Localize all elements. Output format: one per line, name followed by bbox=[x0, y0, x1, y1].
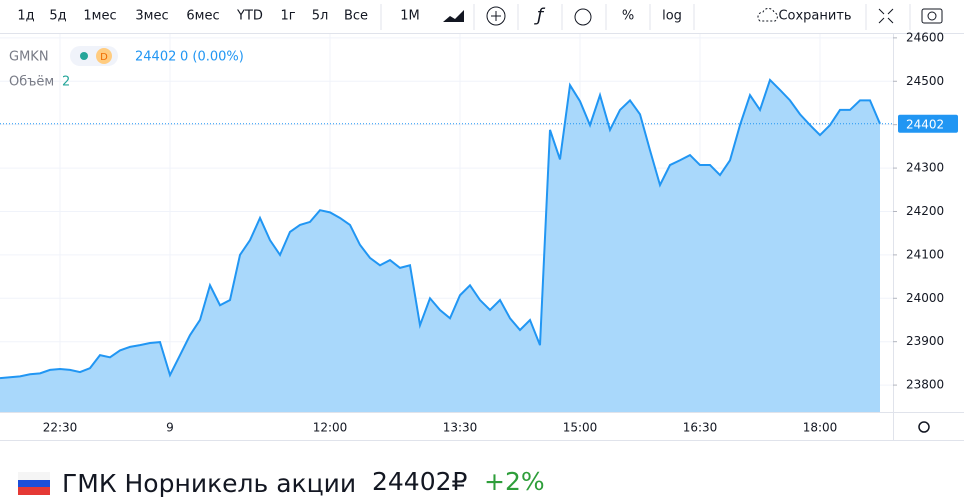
y-tick-label: 24000 bbox=[906, 291, 944, 305]
y-tick-label: 24500 bbox=[906, 74, 944, 88]
x-tick-label: 16:30 bbox=[683, 421, 718, 435]
indicators-icon[interactable] bbox=[486, 6, 506, 26]
market-status-dot bbox=[80, 52, 88, 60]
chart-type-icon[interactable] bbox=[443, 10, 464, 22]
footer-price: 24402₽ bbox=[372, 467, 468, 496]
footer-title: ГМК Норникель акции bbox=[62, 469, 356, 498]
x-tick-label: 12:00 bbox=[313, 421, 348, 435]
plot bbox=[0, 34, 893, 412]
y-tick-label: 24600 bbox=[906, 30, 944, 44]
range-button[interactable]: 3мес bbox=[135, 9, 168, 24]
y-tick-label: 24300 bbox=[906, 161, 944, 175]
last-price-box bbox=[898, 114, 958, 133]
cloud-icon bbox=[757, 7, 778, 22]
alert-icon[interactable] bbox=[574, 8, 592, 26]
legend-price: 24402 bbox=[135, 50, 176, 65]
y-tick-label: 23800 bbox=[906, 378, 944, 392]
y-tick-label: 24200 bbox=[906, 204, 944, 218]
percent-button[interactable]: % bbox=[622, 9, 634, 24]
log-button[interactable]: log bbox=[662, 9, 682, 24]
flag bbox=[18, 472, 50, 495]
price-line bbox=[0, 78, 881, 380]
range-button[interactable]: Все bbox=[344, 9, 368, 24]
range-button[interactable]: 1мес bbox=[83, 9, 116, 24]
y-tick-label: 24100 bbox=[906, 247, 944, 261]
snapshot-icon[interactable] bbox=[921, 8, 943, 24]
last-price-label: 24402 bbox=[906, 117, 944, 131]
volume-label: Объём bbox=[9, 75, 54, 90]
footer-change: +2% bbox=[484, 467, 545, 496]
area-fill bbox=[0, 79, 880, 412]
save-button[interactable]: Сохранить bbox=[778, 9, 851, 24]
x-tick-label: 18:00 bbox=[803, 421, 838, 435]
fullscreen-icon[interactable] bbox=[878, 8, 894, 24]
range-button[interactable]: 1д bbox=[17, 9, 34, 24]
legend-badge: D bbox=[100, 52, 108, 63]
volume-value: 2 bbox=[62, 75, 70, 90]
x-tick-label: 9 bbox=[166, 421, 174, 435]
settings-icon[interactable] bbox=[918, 421, 930, 433]
legend-symbol: GMKN bbox=[9, 50, 49, 65]
snapshot-lens bbox=[927, 11, 937, 21]
legend-change: 0 (0.00%) bbox=[180, 50, 244, 65]
badge-circle bbox=[96, 48, 112, 64]
range-button[interactable]: 1г bbox=[280, 9, 295, 24]
indicators-plus bbox=[491, 11, 501, 21]
range-button[interactable]: 5д bbox=[49, 9, 66, 24]
fx-icon[interactable]: ƒ bbox=[534, 5, 546, 26]
toolbar-separators bbox=[380, 4, 911, 30]
x-tick-label: 22:30 bbox=[43, 421, 78, 435]
y-tick-label: 23900 bbox=[906, 334, 944, 348]
range-button[interactable]: 5л bbox=[312, 9, 329, 24]
x-tick-label: 13:30 bbox=[443, 421, 478, 435]
x-tick-label: 15:00 bbox=[563, 421, 598, 435]
interval-button[interactable]: 1M bbox=[400, 9, 420, 24]
range-button[interactable]: 6мес bbox=[186, 9, 219, 24]
range-button[interactable]: YTD bbox=[236, 9, 263, 24]
